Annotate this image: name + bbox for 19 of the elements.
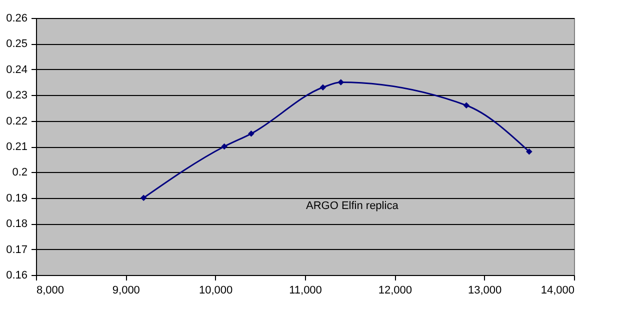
y-tick-label: 0.19: [6, 192, 28, 204]
x-tick-label: 10,000: [199, 284, 233, 296]
y-tick-label: 0.2: [12, 166, 28, 179]
y-tick-label: 0.25: [6, 38, 28, 50]
x-tick-label: 9,000: [112, 284, 140, 296]
y-tick-label: 0.18: [6, 218, 28, 230]
y-tick-label: 0.17: [6, 244, 28, 256]
y-tick-label: 0.23: [6, 90, 28, 102]
x-tick-label: 13,000: [468, 284, 502, 296]
x-tick-label: 12,000: [378, 284, 412, 296]
annotation: ARGO Elfin replica: [306, 200, 400, 212]
x-tick-label: 14,000: [540, 284, 574, 296]
y-tick-label: 0.21: [6, 141, 28, 153]
y-tick-label: 0.26: [6, 12, 28, 24]
x-tick-label: 11,000: [289, 284, 322, 296]
y-tick-label: 0.22: [6, 115, 28, 128]
y-tick-label: 0.24: [6, 64, 28, 76]
y-tick-label: 0.16: [6, 270, 28, 282]
x-tick-label: 8,000: [36, 284, 64, 296]
